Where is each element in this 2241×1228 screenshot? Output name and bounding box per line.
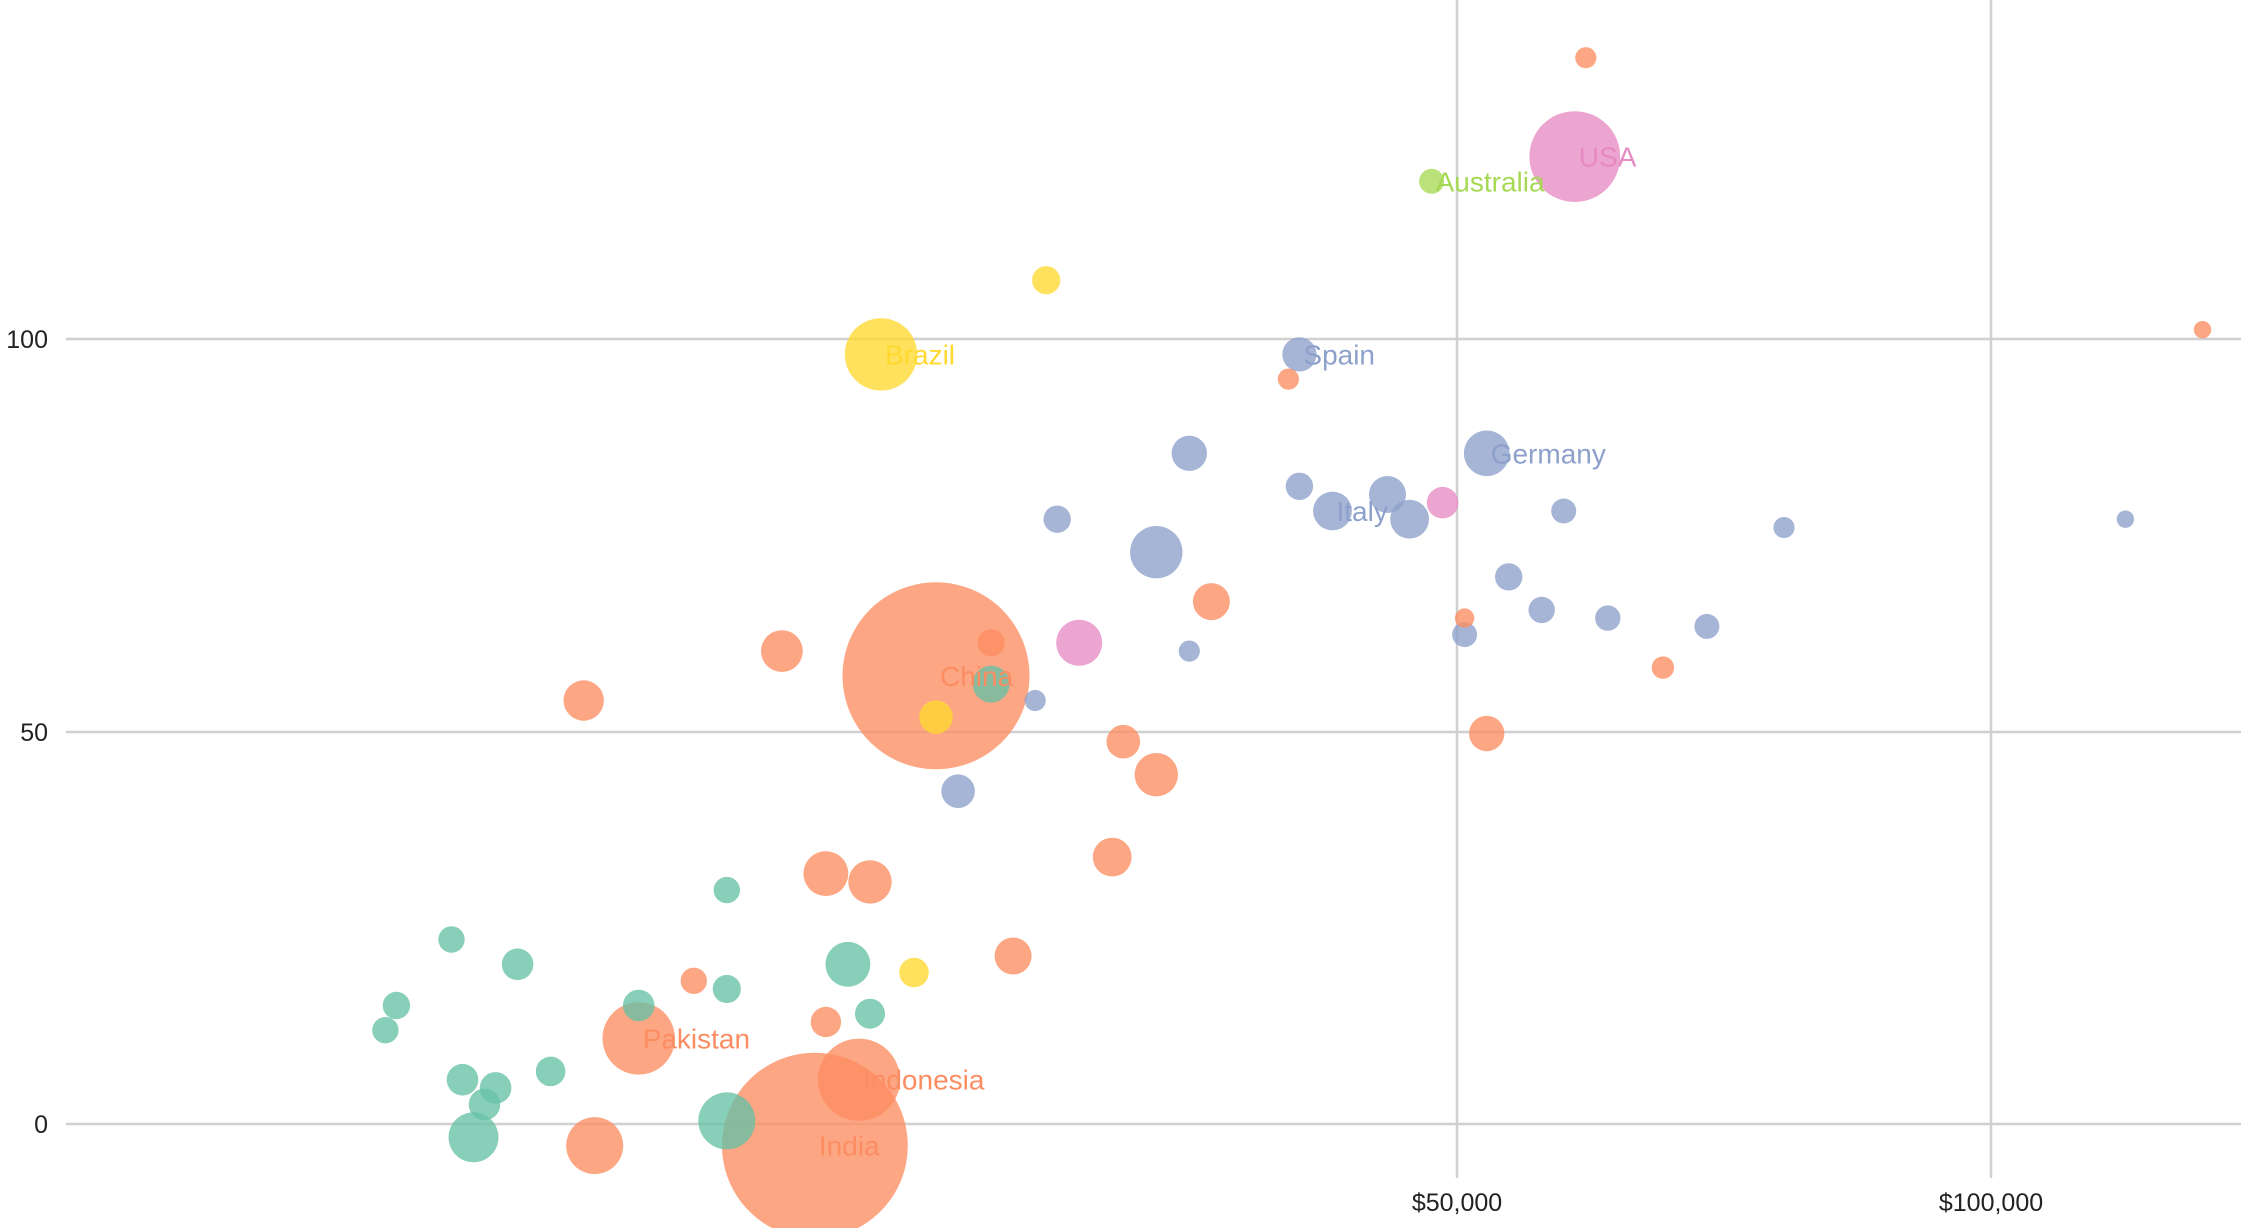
bubble-label-indonesia: Indonesia	[863, 1065, 985, 1096]
bubble[interactable]	[1454, 608, 1475, 628]
bubble-pakistan[interactable]	[602, 1002, 675, 1075]
bubble-label-germany: Germany	[1491, 438, 1606, 469]
bubble[interactable]	[825, 941, 871, 987]
x-tick-label: $100,000	[1939, 1189, 2043, 1217]
bubble[interactable]	[977, 629, 1005, 657]
bubble[interactable]	[438, 926, 465, 953]
bubble[interactable]	[1285, 472, 1314, 500]
bubble[interactable]	[1192, 583, 1230, 621]
bubble-label-brazil: Brazil	[885, 339, 955, 370]
y-tick-label: 0	[34, 1111, 48, 1139]
bubble[interactable]	[535, 1056, 566, 1087]
bubble[interactable]	[2193, 321, 2212, 339]
bubble[interactable]	[994, 937, 1032, 975]
bubble[interactable]	[848, 860, 892, 904]
gridlines	[66, 0, 2241, 1178]
bubble-label-pakistan: Pakistan	[643, 1023, 750, 1054]
bubble-label-china: China	[940, 661, 1014, 692]
bubble[interactable]	[1277, 368, 1299, 390]
bubble-labels: India China USA Pakistan Indonesia Brazil Aust…	[643, 142, 1637, 1162]
bubble-spain[interactable]	[1282, 337, 1317, 372]
bubble[interactable]	[468, 1088, 501, 1121]
bubble-australia[interactable]	[1419, 168, 1445, 194]
bubble[interactable]	[382, 991, 411, 1020]
bubble[interactable]	[713, 876, 740, 904]
bubble[interactable]	[698, 1092, 756, 1150]
bubble-usa[interactable]	[1529, 111, 1621, 202]
bubble[interactable]	[761, 630, 803, 672]
bubble[interactable]	[941, 774, 975, 808]
bubble-indonesia[interactable]	[817, 1038, 901, 1121]
bubble[interactable]	[448, 1112, 499, 1163]
bubble[interactable]	[1551, 498, 1577, 524]
bubble-china[interactable]	[842, 582, 1030, 770]
bubbles	[372, 47, 2212, 1228]
bubble[interactable]	[1092, 837, 1132, 877]
bubble-label-spain: Spain	[1303, 339, 1375, 370]
bubble[interactable]	[563, 680, 604, 721]
bubble[interactable]	[1575, 47, 1597, 69]
bubble-label-india: India	[819, 1131, 880, 1162]
bubble[interactable]	[1056, 619, 1103, 666]
bubble[interactable]	[1390, 499, 1429, 539]
bubble[interactable]	[1528, 596, 1555, 624]
bubble[interactable]	[501, 948, 534, 981]
bubble[interactable]	[1171, 435, 1208, 471]
bubble[interactable]	[566, 1117, 624, 1175]
bubble[interactable]	[2116, 510, 2135, 528]
bubble[interactable]	[1595, 605, 1621, 631]
bubble[interactable]	[1369, 476, 1406, 513]
bubble[interactable]	[810, 1006, 842, 1038]
bubble[interactable]	[446, 1063, 479, 1096]
bubble-label-italy: Italy	[1337, 496, 1388, 527]
x-tick-label: $50,000	[1412, 1189, 1502, 1217]
bubble[interactable]	[1032, 266, 1061, 295]
bubble[interactable]	[372, 1016, 399, 1044]
bubble[interactable]	[1452, 622, 1478, 648]
bubble[interactable]	[1134, 753, 1179, 797]
bubble[interactable]	[1178, 640, 1200, 662]
axis-ticks: 0 50 100 $50,000 $100,000	[6, 326, 2043, 1217]
bubble[interactable]	[899, 957, 929, 988]
bubble[interactable]	[1694, 613, 1720, 639]
bubble[interactable]	[1130, 526, 1183, 579]
bubble[interactable]	[1106, 724, 1141, 759]
bubble[interactable]	[972, 665, 1010, 703]
bubble[interactable]	[1651, 656, 1675, 679]
bubble[interactable]	[1469, 715, 1505, 752]
y-tick-label: 50	[20, 719, 48, 747]
bubble[interactable]	[680, 967, 707, 994]
bubble[interactable]	[803, 851, 849, 896]
bubble[interactable]	[919, 700, 953, 734]
bubble[interactable]	[1495, 563, 1523, 591]
bubble-germany[interactable]	[1463, 430, 1510, 477]
bubble[interactable]	[1043, 505, 1071, 533]
bubble[interactable]	[855, 998, 885, 1029]
bubble[interactable]	[1024, 689, 1046, 712]
bubble-italy[interactable]	[1313, 491, 1352, 531]
bubble-label-australia: Australia	[1436, 166, 1545, 197]
bubble[interactable]	[1426, 486, 1459, 519]
bubble-brazil[interactable]	[844, 318, 918, 391]
y-tick-label: 100	[6, 326, 48, 354]
bubble[interactable]	[712, 974, 741, 1004]
bubble[interactable]	[1773, 516, 1795, 539]
bubble-label-usa: USA	[1579, 142, 1637, 173]
bubble[interactable]	[622, 989, 655, 1022]
